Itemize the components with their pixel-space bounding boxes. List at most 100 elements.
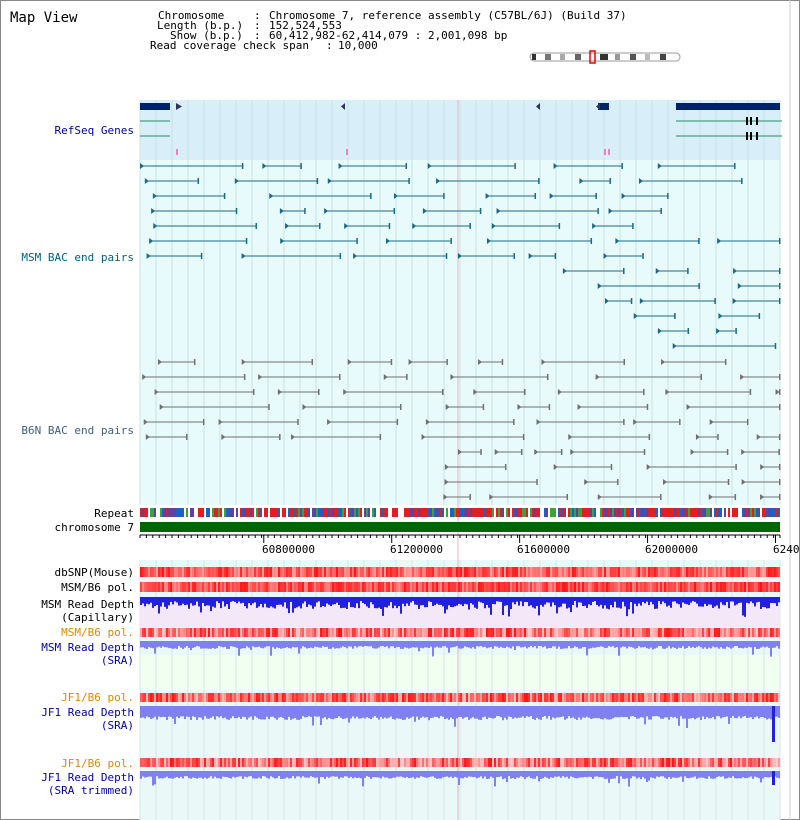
heat-cell: [676, 758, 678, 767]
heat-cell: [670, 567, 672, 577]
repeat-segment: [248, 508, 250, 517]
repeat-segment: [768, 508, 770, 517]
repeat-segment: [634, 508, 636, 517]
depth-bar: [192, 706, 194, 717]
depth-bar: [696, 597, 698, 604]
heat-cell: [370, 628, 372, 637]
depth-bar: [368, 641, 370, 647]
depth-bar: [762, 706, 764, 718]
depth-bar: [630, 597, 632, 603]
depth-bar: [464, 597, 466, 604]
bac-end-marker: [584, 479, 589, 485]
heat-cell: [774, 628, 776, 637]
depth-bar: [632, 706, 634, 717]
depth-bar: [740, 597, 742, 603]
depth-bar: [486, 597, 488, 605]
repeat-segment: [626, 508, 628, 517]
heat-cell: [252, 693, 254, 702]
heat-cell: [190, 693, 192, 702]
heat-cell: [228, 758, 230, 767]
depth-bar: [318, 641, 320, 648]
depth-bar: [362, 706, 364, 718]
heat-cell: [460, 758, 462, 767]
repeat-segment: [680, 508, 682, 517]
depth-bar: [244, 706, 246, 717]
refseq-genes-label[interactable]: RefSeq Genes: [54, 124, 134, 137]
depth-bar: [576, 641, 578, 648]
heat-cell: [664, 582, 666, 592]
repeat-segment: [396, 508, 398, 517]
heat-cell: [604, 567, 606, 577]
heat-cell: [182, 567, 184, 577]
heat-cell: [476, 582, 478, 592]
heat-cell: [684, 628, 686, 637]
msm-bac-label[interactable]: MSM BAC end pairs: [21, 251, 134, 264]
bac-end-marker: [592, 223, 597, 229]
depth-bar: [258, 771, 260, 778]
heat-cell: [646, 693, 648, 702]
heat-cell: [642, 582, 644, 592]
depth-bar: [476, 706, 478, 719]
heat-cell: [542, 582, 544, 592]
depth-bar: [406, 706, 408, 718]
heat-cell: [652, 693, 654, 702]
repeat-segment: [684, 508, 686, 517]
depth-bar: [274, 641, 276, 649]
heat-cell: [272, 628, 274, 637]
depth-bar: [240, 641, 242, 649]
depth-bar: [430, 597, 432, 603]
depth-bar: [680, 597, 682, 608]
repeat-segment: [194, 508, 196, 517]
heat-cell: [186, 582, 188, 592]
heat-cell: [710, 693, 712, 702]
depth-bar: [512, 597, 514, 603]
msm-pol2-label: MSM/B6 pol.: [61, 626, 134, 639]
heat-cell: [400, 758, 402, 767]
heat-cell: [376, 582, 378, 592]
heat-cell: [328, 582, 330, 592]
depth-bar: [762, 597, 764, 608]
heat-cell: [206, 693, 208, 702]
heat-cell: [256, 582, 258, 592]
depth-bar: [518, 706, 520, 718]
depth-bar: [712, 641, 714, 647]
refseq-gene: [341, 103, 345, 110]
heat-cell: [478, 693, 480, 702]
depth-bar: [390, 597, 392, 603]
depth-bar: [328, 597, 330, 605]
depth-bar: [636, 706, 638, 719]
heat-cell: [708, 628, 710, 637]
heat-cell: [292, 758, 294, 767]
heat-cell: [638, 567, 640, 577]
heat-cell: [708, 758, 710, 767]
depth-bar: [556, 706, 558, 718]
depth-bar: [532, 641, 534, 648]
depth-bar: [678, 706, 680, 726]
depth-bar: [152, 706, 154, 719]
depth-bar: [302, 706, 304, 717]
heat-cell: [430, 567, 432, 577]
depth-bar: [294, 597, 296, 609]
heat-cell: [372, 628, 374, 637]
bac-end-marker: [643, 449, 646, 455]
heat-cell: [596, 628, 598, 637]
heat-cell: [530, 628, 532, 637]
b6n-bac-label[interactable]: B6N BAC end pairs: [21, 424, 134, 437]
depth-bar: [626, 706, 628, 718]
bac-end-marker: [553, 464, 558, 470]
heat-cell: [198, 758, 200, 767]
depth-bar: [778, 597, 780, 603]
depth-bar: [636, 641, 638, 649]
heat-cell: [538, 567, 540, 577]
heat-cell: [632, 758, 634, 767]
heat-cell: [636, 582, 638, 592]
depth-bar: [250, 706, 252, 717]
heat-cell: [252, 758, 254, 767]
depth-bar: [758, 771, 760, 779]
depth-bar: [340, 771, 342, 778]
depth-bar: [704, 706, 706, 720]
heat-cell: [668, 693, 670, 702]
depth-bar: [624, 597, 626, 607]
depth-bar: [460, 641, 462, 649]
